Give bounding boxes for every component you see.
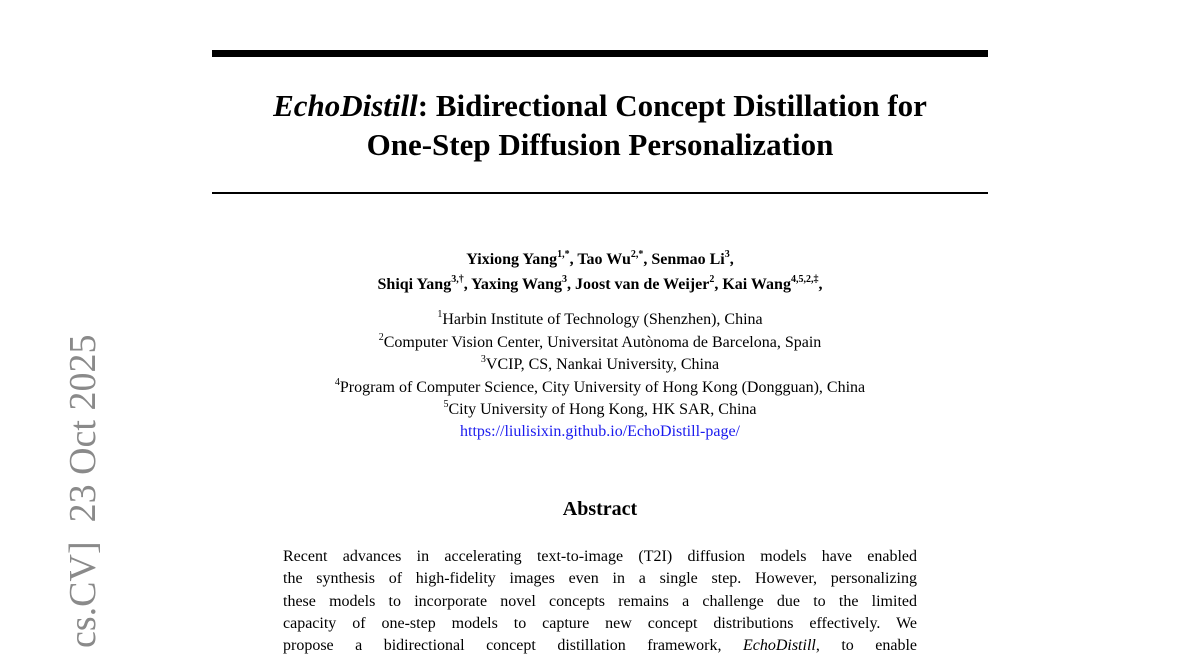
punct: , [463,276,468,293]
affil-number: 3 [480,354,486,365]
author-name: Joost van de Weijer [574,276,710,293]
author-affil: 2 [709,274,715,285]
author-affil: 4,5,2,‡ [790,274,819,285]
affil-number: 2 [378,331,384,343]
punct: , [569,251,574,268]
punct: , [818,276,823,293]
author-affil: 3,† [451,274,464,285]
affil-number: 4 [334,376,340,388]
affil-number: 5 [443,399,449,410]
author-name: Senmao Li [651,251,725,268]
abstract-line: capacity of one-step models to capture n… [283,615,917,633]
affiliation: 2Computer Vision Center, Universitat Aut… [0,332,1200,355]
affiliation: 5City University of Hong Kong, HK SAR, C… [0,399,1200,422]
title-text: : Bidirectional Concept Distillation for [417,88,927,123]
abstract-line: propose a bidirectional concept distilla… [283,635,917,657]
author-line: Yixiong Yang1,*, Tao Wu2,*, Senmao Li3, [0,247,1200,272]
punct: , [643,251,648,268]
punct: , [714,276,719,293]
text: , to enable [815,637,918,654]
author-affil: 3 [561,274,567,285]
author-name: Shiqi Yang [377,276,452,293]
affil-number: 1 [437,309,443,320]
emph: EchoDistill [742,637,816,654]
top-rule [212,50,988,57]
abstract-heading: Abstract [562,498,638,520]
affil-text: City University of Hong Kong, HK SAR, Ch… [448,401,757,418]
author-line: Shiqi Yang3,†, Yaxing Wang3, Joost van d… [0,272,1200,297]
affiliation: 3VCIP, CS, Nankai University, China [0,354,1200,377]
abstract-line: Recent advances in accelerating text-to-… [283,548,917,565]
affil-text: Computer Vision Center, Universitat Autò… [383,333,822,351]
author-name: Yaxing Wang [471,276,562,293]
author-affil: 2,* [630,249,644,260]
affiliation: 1Harbin Institute of Technology (Shenzhe… [0,309,1200,332]
author-affil: 1,* [557,249,570,260]
author-name: Kai Wang [722,276,791,293]
affiliation: 4Program of Computer Science, City Unive… [0,377,1200,400]
punct: , [729,251,734,268]
text: propose a bidirectional concept distilla… [283,637,722,654]
title-line: EchoDistill: Bidirectional Concept Disti… [0,87,1200,125]
affil-text: Harbin Institute of Technology (Shenzhen… [442,311,763,328]
title-emph: EchoDistill [273,88,418,123]
author-name: Yixiong Yang [466,251,558,268]
title-line: One-Step Diffusion Personalization [366,127,834,162]
abstract-line: the synthesis of high-fidelity images ev… [283,570,917,588]
punct: , [566,276,571,293]
affil-text: Program of Computer Science, City Univer… [339,378,866,396]
author-affil: 3 [724,249,730,260]
author-name: Tao Wu [577,251,631,268]
project-link[interactable]: https://liulisixin.github.io/EchoDistill… [460,423,740,440]
title-rule [212,192,988,194]
abstract-line: these models to incorporate novel concep… [283,592,917,610]
affil-text: VCIP, CS, Nankai University, China [485,356,720,373]
